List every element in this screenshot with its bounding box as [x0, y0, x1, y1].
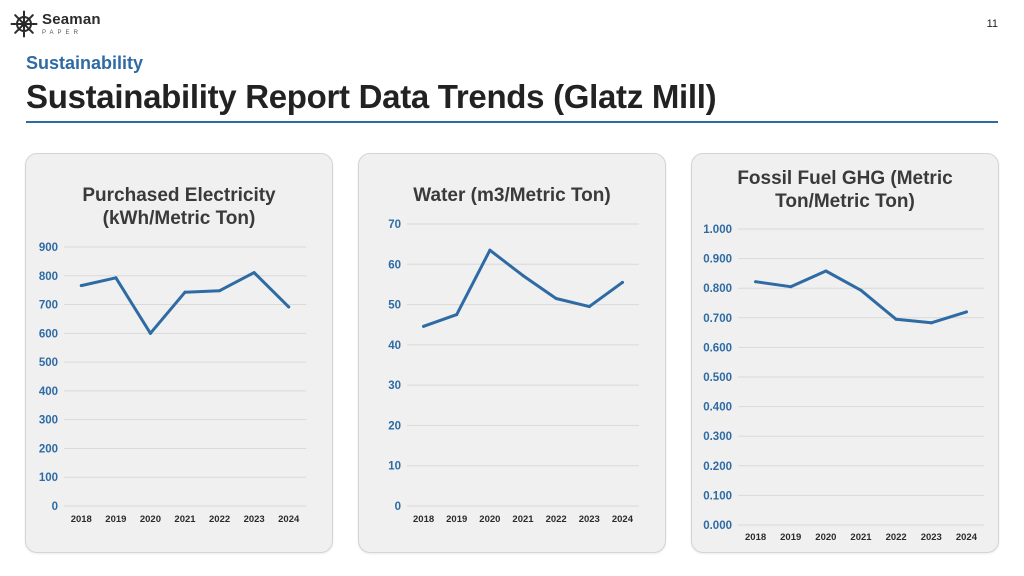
y-tick-label: 500: [39, 357, 58, 369]
y-tick-label: 0.800: [703, 283, 732, 295]
chart-card-water: Water (m3/Metric Ton) 0 10 20 30 40 50 60 70 201…: [358, 153, 666, 553]
x-tick-label: 2021: [174, 514, 196, 525]
x-tick-label: 2018: [71, 514, 92, 525]
x-tick-label: 2022: [886, 532, 907, 543]
data-point: [521, 274, 525, 278]
data-point: [148, 331, 152, 335]
data-point: [964, 310, 968, 314]
x-tick-label: 2020: [140, 514, 161, 525]
y-tick-label: 0.500: [703, 372, 732, 384]
y-tick-label: 0.700: [703, 313, 732, 325]
y-tick-label: 0.400: [703, 402, 732, 414]
y-tick-label: 0.000: [703, 520, 732, 532]
data-point: [894, 317, 898, 321]
series-line: [79, 271, 291, 335]
y-tick-label: 800: [39, 271, 58, 283]
y-tick-label: 30: [388, 380, 401, 392]
data-point: [287, 305, 291, 309]
data-point: [218, 289, 222, 293]
y-tick-label: 900: [39, 242, 58, 254]
chart-ghg: 0.000 0.100 0.200 0.300 0.400 0.500 0.600 0.700…: [703, 224, 984, 543]
data-point: [455, 313, 459, 317]
page-number: 11: [986, 18, 998, 30]
series-line: [422, 248, 624, 328]
x-tick-label: 2021: [512, 514, 534, 525]
y-tick-label: 0.100: [703, 490, 732, 502]
y-tick-label: 0: [395, 501, 401, 513]
y-tick-label: 40: [388, 340, 401, 352]
data-point: [587, 305, 591, 309]
y-tick-label: 1.000: [703, 224, 732, 236]
y-tick-label: 600: [39, 328, 58, 340]
data-point: [620, 280, 624, 284]
chart-title: Purchased Electricity (kWh/Metric Ton): [82, 185, 276, 229]
title-divider: [26, 121, 998, 123]
y-tick-label: 0.900: [703, 254, 732, 266]
y-tick-label: 300: [39, 415, 58, 427]
x-tick-label: 2020: [479, 514, 500, 525]
x-tick-label: 2019: [446, 514, 467, 525]
x-tick-label: 2020: [815, 532, 836, 543]
y-tick-label: 0.300: [703, 431, 732, 443]
data-point: [929, 321, 933, 325]
chart-title: Water (m3/Metric Ton): [413, 185, 611, 206]
ship-wheel-icon: [10, 10, 38, 38]
data-point: [488, 248, 492, 252]
y-tick-label: 60: [388, 259, 401, 271]
x-tick-label: 2023: [921, 532, 942, 543]
y-tick-label: 700: [39, 300, 58, 312]
x-tick-label: 2019: [105, 514, 126, 525]
y-tick-label: 20: [388, 420, 401, 432]
x-tick-label: 2024: [612, 514, 634, 525]
data-point: [859, 288, 863, 292]
page-title: Sustainability Report Data Trends (Glatz…: [26, 78, 717, 115]
y-tick-label: 200: [39, 443, 58, 455]
chart-water: 0 10 20 30 40 50 60 70 2018 2019 2020 2021 2022 2023 2…: [388, 219, 639, 525]
chart-title: Fossil Fuel GHG (Metric Ton/Metric Ton): [737, 168, 953, 212]
data-point: [252, 271, 256, 275]
data-point: [789, 285, 793, 289]
section-label: Sustainability: [26, 53, 144, 73]
y-tick-label: 0.600: [703, 342, 732, 354]
x-tick-label: 2021: [850, 532, 872, 543]
x-tick-label: 2022: [209, 514, 230, 525]
y-tick-label: 0: [52, 501, 58, 513]
data-point: [422, 324, 426, 328]
logo: Seaman PAPER: [10, 10, 101, 38]
chart-card-electricity: Purchased Electricity (kWh/Metric Ton) 0…: [25, 153, 333, 553]
x-tick-label: 2022: [546, 514, 567, 525]
logo-subtitle: PAPER: [42, 30, 82, 36]
data-point: [754, 280, 758, 284]
logo-name: Seaman: [42, 11, 101, 28]
x-tick-label: 2024: [278, 514, 300, 525]
y-tick-label: 400: [39, 386, 58, 398]
data-point: [824, 269, 828, 273]
x-tick-label: 2018: [745, 532, 766, 543]
data-point: [114, 276, 118, 280]
x-tick-label: 2023: [244, 514, 265, 525]
y-tick-label: 50: [388, 300, 401, 312]
x-tick-label: 2023: [579, 514, 600, 525]
series-line: [754, 269, 968, 325]
data-point: [79, 284, 83, 288]
data-point: [183, 290, 187, 294]
chart-card-ghg: Fossil Fuel GHG (Metric Ton/Metric Ton) …: [691, 153, 999, 553]
x-tick-label: 2024: [956, 532, 978, 543]
x-tick-label: 2019: [780, 532, 801, 543]
y-tick-label: 10: [388, 461, 401, 473]
y-tick-label: 70: [388, 219, 401, 231]
data-point: [554, 297, 558, 301]
chart-electricity: 0 100 200 300 400 500 600 700 800 900 2018 2019 2020…: [39, 242, 306, 525]
y-tick-label: 0.200: [703, 461, 732, 473]
x-tick-label: 2018: [413, 514, 434, 525]
y-tick-label: 100: [39, 472, 58, 484]
